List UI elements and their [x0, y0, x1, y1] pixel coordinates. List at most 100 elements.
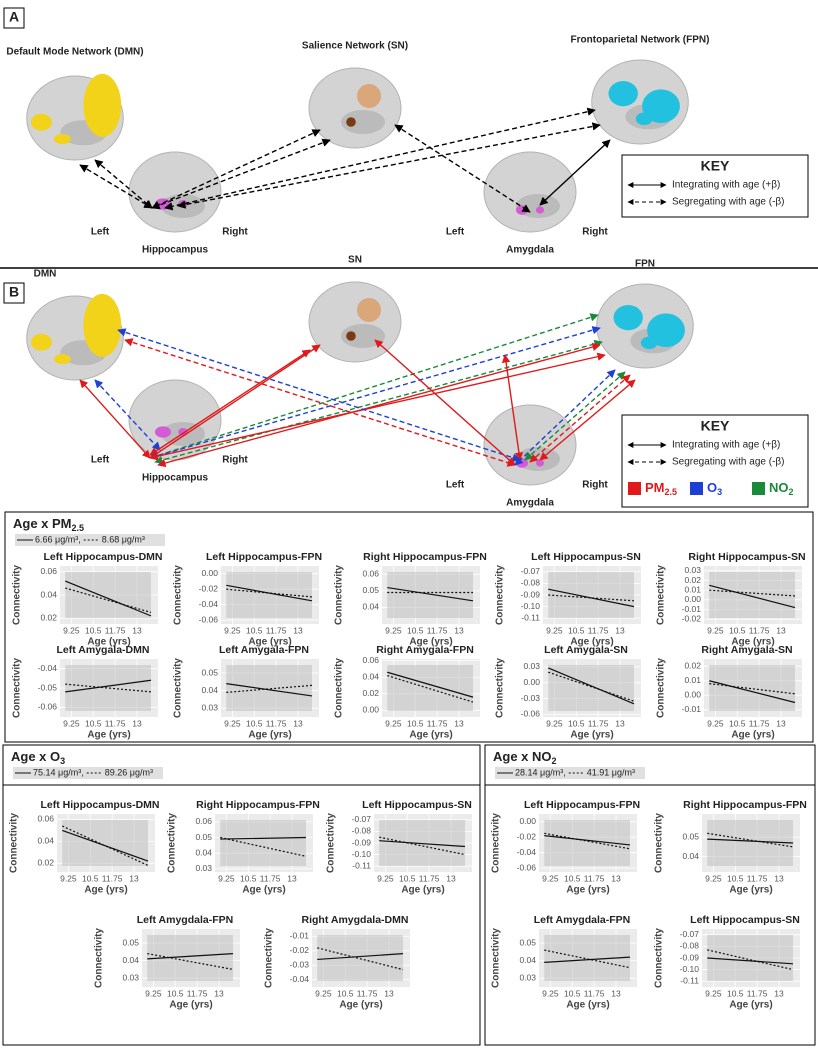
plot-title: Left Amygala-SN	[544, 644, 628, 656]
x-tick-label: 10.5	[399, 873, 416, 883]
y-axis-label: Connectivity	[94, 928, 105, 988]
brain	[308, 67, 402, 149]
pollutant-name: O	[707, 480, 717, 495]
y-tick-label: -0.01	[682, 604, 702, 614]
legend-label: 41.91 μg/m³	[587, 767, 635, 777]
x-tick-label: 11.75	[747, 988, 768, 998]
key-label: Segregating with age (-β)	[672, 457, 784, 468]
label: SN	[348, 255, 362, 266]
x-tick-label: 10.5	[564, 873, 581, 883]
ci-band	[147, 935, 233, 981]
y-tick-label: -0.09	[680, 952, 700, 962]
letter-box	[3, 7, 25, 29]
y-tick-label: 0.06	[195, 816, 212, 826]
trend-line	[709, 680, 796, 704]
group-title-text: Age x O	[11, 749, 60, 764]
x-tick-label: 13	[214, 988, 224, 998]
brain	[128, 151, 222, 233]
y-tick-label: 0.05	[201, 667, 218, 677]
legend-label: 75.14 μg/m³	[33, 767, 81, 777]
y-tick-label: -0.01	[290, 931, 310, 941]
x-tick-label: 13	[776, 718, 786, 728]
x-tick-label: 10.5	[246, 625, 263, 635]
x-tick-label: 9.25	[63, 718, 80, 728]
trend-line	[387, 586, 474, 602]
x-tick-label: 10.5	[167, 988, 184, 998]
y-tick-label: -0.05	[38, 682, 58, 692]
y-tick-label: 0.06	[362, 655, 379, 665]
x-tick-label: 11.75	[427, 625, 448, 635]
y-tick-label: -0.10	[680, 964, 700, 974]
x-tick-label: 10.5	[568, 625, 585, 635]
pollutant-swatch	[690, 482, 703, 495]
connection-arrow	[539, 379, 636, 461]
x-tick-label: 11.75	[260, 873, 281, 883]
trend-line	[544, 835, 631, 846]
x-tick-label: 10.5	[85, 718, 102, 728]
network-region	[613, 305, 643, 331]
y-tick-label: -0.07	[521, 566, 541, 576]
x-tick-label: 11.75	[749, 718, 770, 728]
y-tick-label: 0.03	[519, 972, 536, 982]
ci-band	[548, 572, 634, 618]
label: Left	[446, 480, 465, 491]
y-tick-label: -0.11	[680, 975, 699, 985]
x-tick-label: 10.5	[85, 625, 102, 635]
x-tick-label: 9.25	[224, 718, 241, 728]
y-tick-label: 0.02	[37, 857, 54, 867]
x-tick-label: 11.75	[266, 625, 287, 635]
x-tick-label: 13	[454, 625, 464, 635]
ci-band	[220, 820, 306, 866]
y-axis-label: Connectivity	[334, 658, 345, 718]
x-tick-label: 9.25	[377, 873, 394, 883]
y-tick-label: 0.01	[684, 675, 701, 685]
x-axis-label: Age (yrs)	[731, 637, 774, 648]
brain	[483, 404, 577, 486]
y-tick-label: -0.09	[352, 837, 372, 847]
network-region	[346, 331, 356, 341]
x-tick-label: 13	[774, 988, 784, 998]
x-tick-label: 10.5	[727, 988, 744, 998]
ci-band	[548, 665, 634, 711]
y-tick-label: -0.08	[521, 578, 541, 588]
ci-band	[707, 935, 793, 981]
trend-line	[707, 838, 794, 844]
plot-title: Right Hippocampus-FPN	[683, 799, 807, 811]
plot-title: Right Amygala-FPN	[376, 644, 474, 656]
y-tick-label: 0.00	[362, 705, 379, 715]
network-region	[536, 206, 544, 214]
y-tick-label: 0.05	[682, 831, 699, 841]
x-axis-label: Age (yrs)	[169, 1000, 212, 1011]
x-tick-label: 9.25	[145, 988, 162, 998]
y-tick-label: -0.11	[352, 860, 371, 870]
y-tick-label: -0.06	[199, 614, 219, 624]
x-axis-label: Age (yrs)	[87, 730, 130, 741]
key-label: Integrating with age (+β)	[672, 180, 780, 191]
x-tick-label: 9.25	[542, 988, 559, 998]
trend-line	[544, 949, 631, 969]
pollutant-sub: 3	[717, 487, 722, 497]
x-tick-label: 11.75	[102, 873, 123, 883]
legend-separator: ,	[81, 767, 84, 777]
y-tick-label: 0.03	[684, 565, 701, 575]
y-tick-label: -0.01	[682, 704, 702, 714]
x-axis-label: Age (yrs)	[570, 730, 613, 741]
x-tick-label: 13	[454, 718, 464, 728]
label: Right	[582, 480, 608, 491]
group-box	[2, 744, 481, 1046]
plot-title: Left Hippocampus-FPN	[524, 799, 640, 811]
y-tick-label: -0.06	[517, 862, 537, 872]
plot-title: Left Hippocampus-DMN	[44, 551, 163, 563]
pollutant-sub: 2	[789, 487, 794, 497]
y-tick-label: 0.03	[523, 661, 540, 671]
x-tick-label: 11.75	[588, 718, 609, 728]
x-axis-label: Age (yrs)	[570, 637, 613, 648]
label: Left	[91, 455, 110, 466]
plot-title: Left Hippocampus-SN	[690, 914, 800, 926]
y-tick-label: 0.04	[40, 589, 57, 599]
group-title: Age x PM2.5	[13, 516, 84, 533]
x-tick-label: 10.5	[729, 625, 746, 635]
y-tick-label: -0.06	[38, 702, 58, 712]
x-tick-label: 9.25	[218, 873, 235, 883]
